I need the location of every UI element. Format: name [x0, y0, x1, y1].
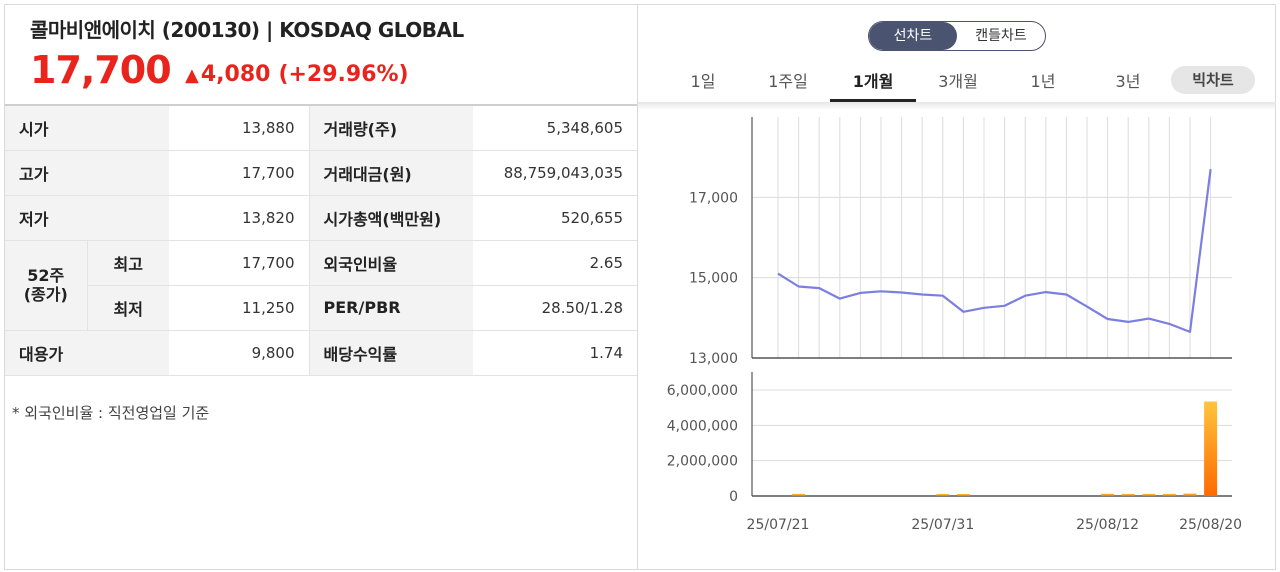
week52-label: 52주 (종가) — [5, 240, 88, 331]
footnote: * 외국인비율 : 직전영업일 기준 — [12, 404, 210, 422]
candle-chart-toggle[interactable]: 캔들차트 — [975, 28, 1027, 44]
volume-label: 거래량(주) — [308, 104, 474, 151]
widget-frame — [4, 4, 1276, 570]
stock-info-table: 시가 13,880 거래량(주) 5,348,605 고가 17,700 거래대… — [5, 104, 638, 376]
week52-high-value: 17,700 — [169, 240, 310, 286]
perpbr-label: PER/PBR — [308, 285, 474, 331]
current-price: 17,700 — [30, 48, 172, 92]
table-row: 대용가 9,800 배당수익률 1.74 — [5, 330, 638, 376]
active-tab-indicator — [830, 99, 916, 102]
open-label: 시가 — [5, 104, 170, 151]
week52-low-label: 최저 — [87, 285, 170, 331]
tab-1w[interactable]: 1주일 — [768, 72, 808, 91]
amount-label: 거래대금(원) — [308, 150, 474, 196]
tab-1d[interactable]: 1일 — [690, 72, 716, 91]
big-chart-button[interactable]: 빅차트 — [1171, 66, 1255, 94]
tab-3m[interactable]: 3개월 — [938, 72, 978, 91]
week52-label-line2: (종가) — [23, 285, 68, 304]
amount-value: 88,759,043,035 — [473, 150, 638, 196]
week52-low-value: 11,250 — [169, 285, 310, 331]
substitute-value: 9,800 — [169, 330, 310, 376]
tab-1m[interactable]: 1개월 — [852, 72, 894, 91]
low-value: 13,820 — [169, 195, 310, 241]
line-chart-toggle[interactable]: 선차트 — [869, 22, 957, 50]
change-amount: 4,080 — [200, 62, 271, 87]
period-tabs: 1일 1주일 1개월 3개월 1년 3년 — [662, 62, 1268, 102]
table-row: 52주 (종가) 최고 17,700 외국인비율 2.65 — [5, 240, 638, 331]
week52-label-line1: 52주 — [27, 266, 65, 285]
dividend-value: 1.74 — [473, 330, 638, 376]
tab-1y[interactable]: 1년 — [1030, 72, 1056, 91]
open-value: 13,880 — [169, 104, 310, 151]
table-row: 최저 11,250 PER/PBR 28.50/1.28 — [5, 285, 638, 331]
table-row: 시가 13,880 거래량(주) 5,348,605 — [5, 104, 638, 151]
perpbr-value: 28.50/1.28 — [473, 285, 638, 331]
substitute-label: 대용가 — [5, 330, 170, 376]
foreign-label: 외국인비율 — [308, 240, 474, 286]
change-percent: (+29.96%) — [278, 62, 409, 87]
foreign-value: 2.65 — [473, 240, 638, 286]
marketcap-value: 520,655 — [473, 195, 638, 241]
tab-3y[interactable]: 3년 — [1115, 72, 1141, 91]
panel-divider — [637, 4, 638, 570]
dividend-label: 배당수익률 — [308, 330, 474, 376]
marketcap-label: 시가총액(백만원) — [308, 195, 474, 241]
table-row: 저가 13,820 시가총액(백만원) 520,655 — [5, 195, 638, 241]
high-value: 17,700 — [169, 150, 310, 196]
price-change: ▲4,080 (+29.96%) — [185, 62, 409, 87]
week52-high-label: 최고 — [87, 240, 170, 286]
stock-title: 콜마비앤에이치 (200130) | KOSDAQ GLOBAL — [30, 18, 464, 42]
table-row: 고가 17,700 거래대금(원) 88,759,043,035 — [5, 150, 638, 196]
up-arrow-icon: ▲ — [185, 65, 199, 86]
high-label: 고가 — [5, 150, 170, 196]
volume-value: 5,348,605 — [473, 104, 638, 151]
low-label: 저가 — [5, 195, 170, 241]
chart-type-toggle: 선차트 캔들차트 — [868, 21, 1046, 51]
tabs-shadow — [638, 102, 1276, 110]
